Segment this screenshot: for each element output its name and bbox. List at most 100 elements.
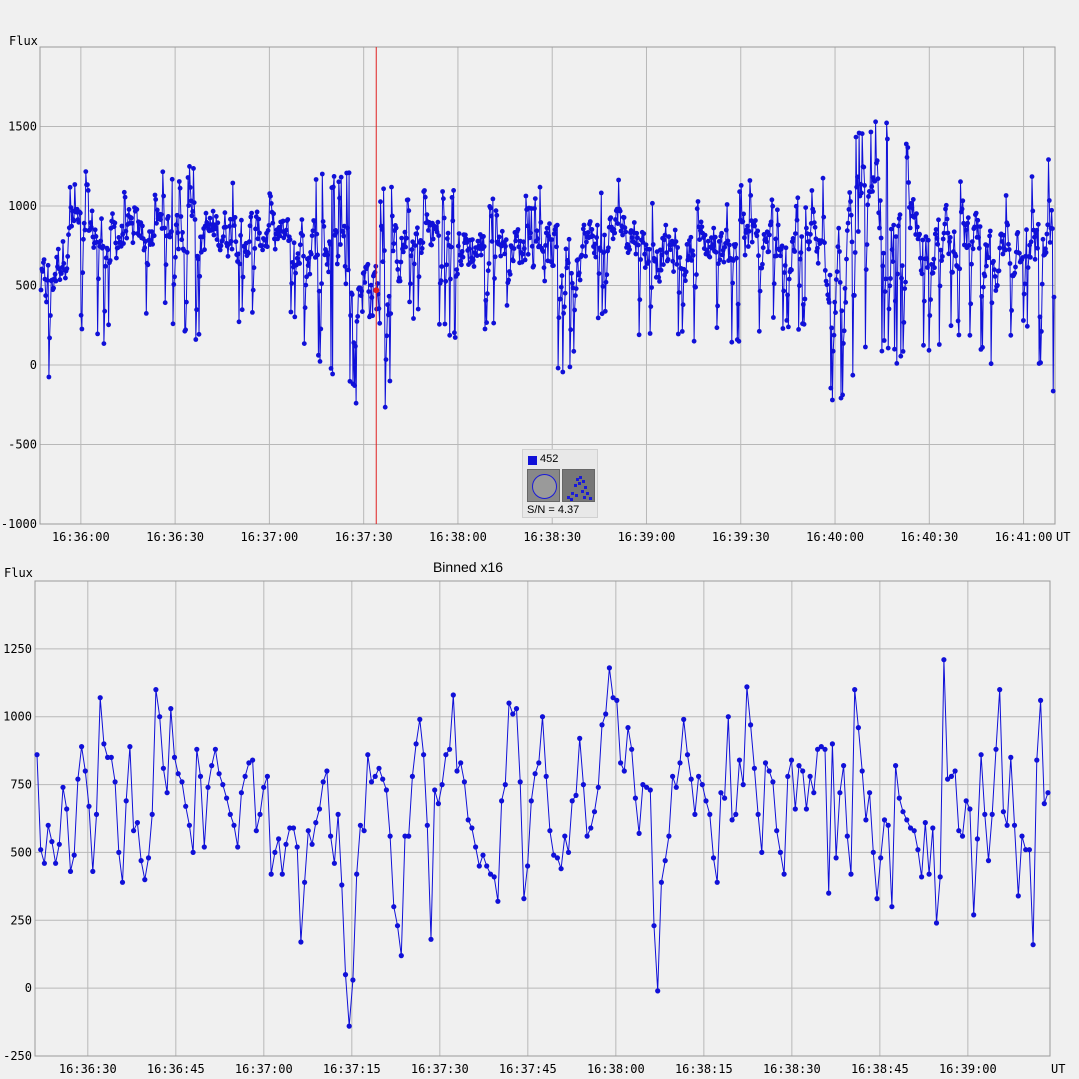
raw-flux-point (239, 217, 244, 223)
star-info-box[interactable]: 452 S/N = 4.37 (522, 449, 598, 518)
raw-flux-point (266, 223, 272, 228)
raw-flux-point (148, 238, 154, 243)
binned-flux-point (803, 806, 810, 812)
raw-flux-point (1012, 270, 1018, 276)
raw-flux-point (563, 246, 569, 252)
top-y-tick-label: 1000 (8, 199, 37, 213)
binned-flux-point (844, 833, 850, 839)
raw-flux-point (192, 217, 198, 222)
raw-flux-point (877, 198, 883, 204)
raw-flux-point (754, 233, 760, 239)
raw-flux-point (183, 327, 189, 333)
raw-flux-point (410, 239, 416, 245)
star-profile-thumbnail[interactable] (562, 469, 595, 502)
raw-flux-point (441, 196, 446, 202)
binned-flux-point (309, 841, 315, 847)
raw-flux-point (616, 177, 621, 183)
raw-flux-point (215, 220, 221, 226)
raw-flux-point (841, 341, 846, 346)
raw-flux-point (89, 208, 95, 214)
raw-flux-point (466, 246, 472, 252)
raw-flux-point (1006, 247, 1012, 252)
raw-flux-point (790, 236, 796, 241)
raw-flux-point (299, 217, 305, 223)
binned-flux-point (190, 849, 196, 855)
raw-flux-point (960, 198, 966, 204)
raw-flux-point (312, 218, 317, 224)
raw-flux-point (929, 262, 934, 267)
raw-flux-point (1013, 264, 1018, 270)
raw-flux-point (316, 288, 322, 294)
raw-flux-point (283, 232, 288, 237)
raw-flux-point (1028, 239, 1034, 245)
raw-flux-point (932, 231, 938, 237)
binned-flux-point (38, 847, 44, 853)
raw-flux-point (653, 257, 658, 263)
bottom-x-tick-label: 16:38:45 (851, 1062, 909, 1076)
raw-flux-point (931, 256, 937, 262)
raw-flux-point (896, 216, 902, 221)
raw-lightcurve-chart[interactable]: 1500 1000 500 0 -500 -1000 16:36:00 16:36:30 16… (0, 0, 1079, 548)
raw-flux-point (711, 225, 717, 231)
binned-flux-point (250, 757, 256, 763)
raw-flux-point (85, 182, 90, 188)
raw-flux-point (213, 214, 219, 219)
binned-flux-point (543, 773, 549, 779)
binned-flux-point (852, 687, 858, 693)
top-x-tick-label: 16:37:00 (240, 530, 298, 544)
raw-flux-point (369, 295, 375, 300)
raw-flux-point (723, 227, 729, 233)
binned-flux-point (253, 828, 259, 834)
raw-flux-point (907, 225, 913, 231)
raw-flux-point (365, 261, 371, 267)
raw-flux-point (811, 209, 816, 215)
binned-flux-point (480, 852, 486, 858)
raw-flux-point (556, 315, 562, 321)
binned-flux-point (878, 855, 884, 861)
raw-flux-point (452, 335, 458, 340)
raw-flux-point (60, 239, 66, 244)
binned-flux-point (383, 787, 389, 793)
binned-flux-point (989, 811, 995, 817)
raw-flux-point (647, 331, 653, 336)
raw-flux-point (684, 242, 690, 247)
binned-flux-point (885, 822, 891, 828)
raw-flux-point (200, 234, 206, 240)
raw-flux-point (549, 237, 555, 243)
binned-flux-point (792, 806, 798, 812)
raw-flux-point (252, 246, 258, 251)
raw-flux-point (892, 298, 898, 304)
raw-flux-point (966, 243, 972, 248)
raw-flux-point (448, 276, 453, 282)
star-aperture-thumbnail[interactable] (527, 469, 560, 502)
raw-flux-point (64, 266, 70, 271)
raw-flux-point (827, 272, 833, 278)
raw-flux-point (789, 267, 794, 273)
binned-flux-point (183, 803, 189, 809)
binned-flux-point (145, 855, 152, 861)
raw-flux-point (773, 236, 779, 242)
raw-flux-point (488, 205, 493, 211)
binned-flux-point (963, 798, 969, 804)
raw-flux-point (1000, 251, 1006, 257)
raw-flux-point (361, 270, 367, 275)
binned-flux-point (826, 890, 832, 896)
binned-flux-point (681, 716, 687, 722)
raw-flux-point (523, 193, 529, 199)
raw-flux-point (100, 243, 106, 249)
raw-flux-point (503, 237, 509, 243)
raw-flux-point (617, 208, 623, 214)
raw-flux-point (993, 288, 999, 293)
raw-flux-point (835, 244, 841, 250)
raw-flux-point (532, 206, 537, 211)
binned-flux-point (205, 784, 211, 790)
raw-flux-point (272, 246, 278, 252)
raw-flux-point (318, 326, 324, 332)
raw-flux-point (55, 246, 61, 252)
binned-lightcurve-chart[interactable]: 1250 1000 750 500 250 0 -250 16:36:30 16:36:45 1… (0, 548, 1079, 1079)
raw-flux-point (1008, 332, 1014, 338)
raw-flux-point (797, 256, 803, 262)
raw-flux-point (314, 231, 320, 237)
raw-flux-point (756, 253, 761, 259)
binned-flux-point (684, 752, 691, 758)
